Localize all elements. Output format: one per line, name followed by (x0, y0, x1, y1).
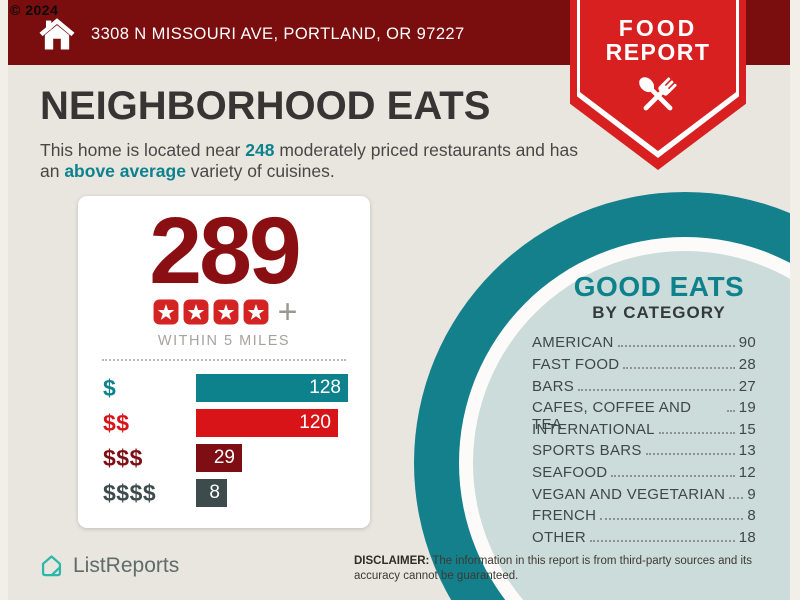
variety-highlight: above average (64, 161, 186, 181)
dotted-leader (611, 474, 735, 477)
plus-sign: + (277, 293, 298, 332)
category-label: CAFES, COFFEE AND TEA (532, 399, 692, 434)
price-tier-label: $ (103, 374, 117, 401)
category-label: INTERNATIONAL (532, 420, 655, 438)
category-count: 19 (738, 399, 756, 417)
category-count: 18 (738, 528, 756, 546)
intro-text: moderately priced restaurants and has an (40, 140, 578, 181)
radius-label: WITHIN 5 MILES (157, 333, 291, 350)
dotted-leader (617, 345, 735, 348)
dotted-leader (726, 410, 735, 413)
intro-paragraph: This home is located near 248 moderately… (40, 140, 592, 182)
good-eats-subtitle: BY CATEGORY (592, 303, 726, 323)
price-bar-row: $$$ 29 (103, 444, 370, 473)
price-bar-row: $ 128 (103, 374, 370, 403)
food-report-badge: FOOD REPORT (570, 0, 746, 170)
badge-title-line1: FOOD (618, 15, 698, 41)
price-bar-value: 120 (299, 412, 331, 434)
category-row: FRENCH 8 (532, 507, 756, 529)
category-label: SEAFOOD (532, 463, 608, 481)
yelp-star-icon (153, 299, 179, 325)
listreports-logo: ListReports (38, 552, 179, 579)
category-count: 8 (747, 507, 756, 525)
price-bar-value: 8 (209, 482, 220, 504)
price-bar-row: $$ 120 (103, 409, 370, 438)
dotted-leader (645, 453, 735, 456)
category-row: BARS 27 (532, 378, 756, 400)
good-eats-panel: GOOD EATS BY CATEGORY AMERICAN 90 FAST F… (532, 272, 756, 550)
dotted-leader (600, 518, 744, 521)
category-row: SEAFOOD 12 (532, 464, 756, 486)
yelp-star-icon (213, 299, 239, 325)
dotted-leader (729, 496, 744, 499)
dotted-leader (578, 388, 735, 391)
category-label: OTHER (532, 528, 586, 546)
category-label: FAST FOOD (532, 355, 620, 373)
intro-text: This home is located near (40, 140, 246, 160)
page-title: NEIGHBORHOOD EATS (40, 84, 491, 128)
yelp-star-icon (243, 299, 269, 325)
good-eats-title: GOOD EATS (573, 271, 745, 302)
category-row: VEGAN AND VEGETARIAN 9 (532, 486, 756, 508)
category-count: 90 (738, 334, 756, 352)
category-count: 27 (738, 377, 756, 395)
star-icons (151, 299, 271, 325)
disclaimer-text: The information in this report is from t… (354, 555, 752, 582)
badge-content: FOOD REPORT (570, 0, 746, 128)
price-bar-value: 29 (213, 447, 235, 469)
category-row: CAFES, COFFEE AND TEA 19 (532, 399, 756, 433)
price-bar: 29 (196, 444, 242, 473)
category-row: SPORTS BARS 13 (532, 442, 756, 464)
category-label: SPORTS BARS (532, 442, 642, 460)
dotted-leader (658, 431, 735, 434)
badge-title-line2: REPORT (605, 39, 711, 65)
category-count: 12 (738, 463, 756, 481)
category-count: 13 (738, 442, 756, 460)
category-row: AMERICAN 90 (532, 334, 756, 356)
dotted-divider (102, 359, 346, 362)
property-address: 3308 N MISSOURI AVE, PORTLAND, OR 97227 (91, 25, 465, 43)
price-bar-value: 128 (309, 377, 341, 399)
price-bar: 120 (196, 409, 338, 438)
price-bar: 128 (196, 374, 348, 403)
intro-text: variety of cuisines. (185, 161, 335, 181)
total-restaurant-count: 289 (149, 198, 302, 304)
copyright-label: © 2024 (10, 2, 59, 18)
price-bar-chart: $ 128 $$ 120 $$$ 29 $$$$ 8 (78, 374, 370, 508)
disclaimer: DISCLAIMER: The information in this repo… (354, 554, 778, 584)
category-row: OTHER 18 (532, 529, 756, 551)
house-icon (39, 17, 75, 49)
category-label: BARS (532, 377, 575, 395)
category-list: AMERICAN 90 FAST FOOD 28 BARS 27 CAFES, … (532, 334, 756, 550)
category-count: 9 (747, 485, 756, 503)
category-row: INTERNATIONAL 15 (532, 421, 756, 443)
report-canvas: 3308 N MISSOURI AVE, PORTLAND, OR 97227 … (8, 0, 790, 600)
dotted-leader (623, 366, 735, 369)
crossed-spoon-fork-icon (639, 77, 677, 111)
category-label: FRENCH (532, 507, 597, 525)
listreports-wordmark: ListReports (73, 553, 180, 577)
price-bar: 8 (196, 479, 227, 508)
price-tier-label: $$ (103, 409, 130, 436)
star-rating: + (78, 293, 370, 332)
restaurant-stats-card: 289 + WITHIN 5 MILES $ 128 $$ 120 (78, 196, 370, 528)
price-tier-label: $$$ (103, 444, 143, 471)
dotted-leader (590, 539, 735, 542)
category-label: AMERICAN (532, 334, 614, 352)
disclaimer-label: DISCLAIMER: (354, 555, 430, 567)
category-count: 15 (738, 420, 756, 438)
yelp-star-icon (183, 299, 209, 325)
restaurant-count: 248 (245, 140, 275, 160)
price-tier-label: $$$$ (103, 479, 157, 506)
category-row: FAST FOOD 28 (532, 356, 756, 378)
listreports-house-icon (41, 555, 62, 577)
category-label: VEGAN AND VEGETARIAN (532, 485, 726, 503)
category-count: 28 (738, 355, 756, 373)
price-bar-row: $$$$ 8 (103, 479, 370, 508)
